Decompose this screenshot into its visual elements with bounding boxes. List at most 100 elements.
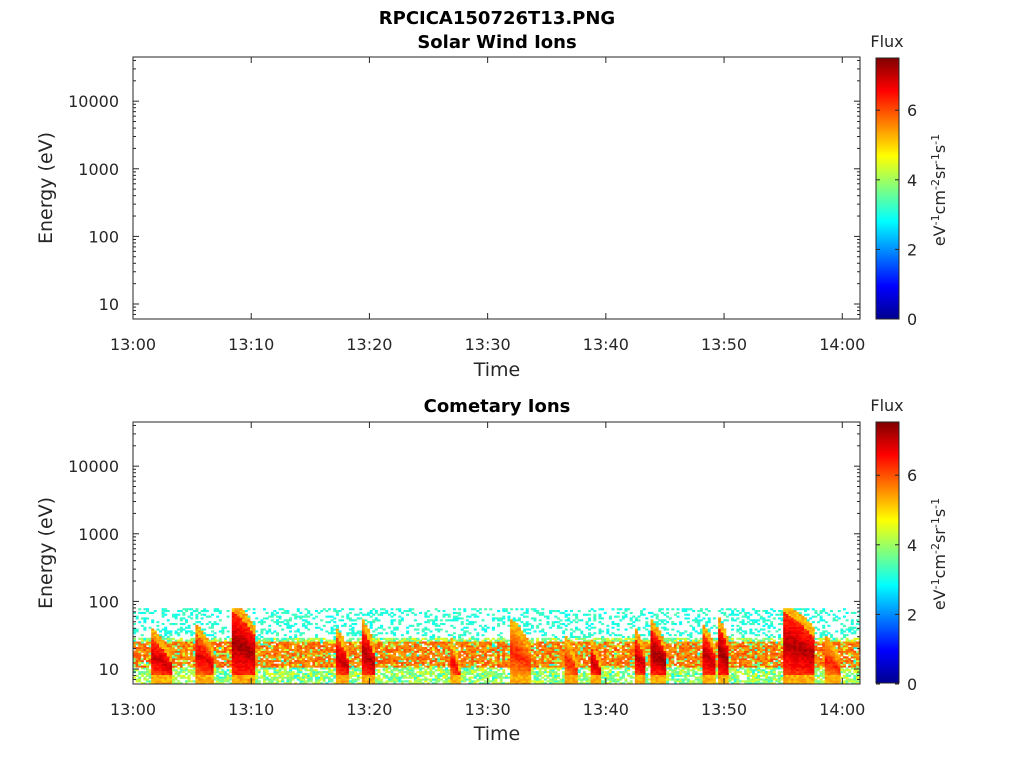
spectrogram-cell [419,656,423,659]
spectrogram-cell [590,661,594,664]
spectrogram-cell [179,610,183,613]
spectrogram-cell [174,613,178,616]
spectrogram-cell [450,669,454,672]
spectrogram-cell [307,623,311,626]
spectrogram-cell [585,674,589,677]
spectrogram-cell [447,652,451,655]
spectrogram-cell [541,660,545,663]
spectrogram-cell [174,678,178,681]
spectrogram-cell [328,667,331,670]
spectrogram-cell [468,637,472,640]
spectrogram-cell [455,676,459,679]
spectrogram-cell [330,645,334,648]
spectrogram-cell [273,658,277,661]
spectrogram-cell [273,656,277,659]
spectrogram-cell [242,621,246,624]
spectrogram-cell [307,669,311,672]
spectrogram-cell [450,676,454,679]
spectrogram-cell [593,645,597,648]
spectrogram-cell [218,643,222,646]
spectrogram-cell [549,656,553,659]
spectrogram-cell [528,623,532,626]
spectrogram-cell [356,660,360,663]
spectrogram-cell [478,674,482,677]
spectrogram-cell [504,660,508,663]
spectrogram-cell [593,639,597,642]
spectrogram-cell [143,682,147,684]
spectrogram-cell [572,682,576,684]
spectrogram-cell [385,647,389,650]
spectrogram-cell [523,654,527,657]
spectrogram-cell [468,645,472,648]
spectrogram-cell [354,656,358,659]
spectrogram-cell [146,650,149,653]
spectrogram-cell [299,656,303,659]
spectrogram-cell [507,645,511,648]
spectrogram-cell [463,626,467,629]
spectrogram-cell [369,656,373,659]
spectrogram-cell [523,661,527,664]
spectrogram-cell [221,669,225,672]
spectrogram-cell [419,641,423,644]
spectrogram-cell [585,663,589,666]
spectrogram-cell [458,645,462,648]
spectrogram-cell [447,648,451,651]
spectrogram-cell [231,648,235,651]
spectrogram-cell [520,678,524,681]
spectrogram-cell [159,676,162,679]
spectrogram-cell [203,639,207,642]
spectrogram-cell [244,656,248,659]
spectrogram-cell [549,610,553,613]
spectrogram-cell [369,669,373,672]
spectrogram-cell [304,621,308,624]
spectrogram-cell [556,672,560,675]
spectrogram-cell [390,632,394,635]
spectrogram-cell [359,632,363,635]
spectrogram-cell [385,652,389,655]
spectrogram-cell [546,652,550,655]
spectrogram-cell [338,637,342,640]
spectrogram-cell [398,676,402,679]
spectrogram-cell [458,661,462,664]
spectrogram-cell [588,676,592,679]
spectrogram-cell [312,661,316,664]
spectrogram-cell [247,674,251,677]
spectrogram-cell [242,658,246,661]
spectrogram-cell [213,676,217,679]
spectrogram-cell [161,658,165,661]
spectrogram-cell [564,613,568,616]
spectrogram-cell [471,621,475,624]
spectrogram-cell [348,624,352,627]
spectrogram-cell [211,660,214,663]
spectrogram-cell [525,639,529,642]
spectrogram-cell [213,652,217,655]
spectrogram-cell [281,654,285,657]
spectrogram-cell [198,643,201,646]
spectrogram-cell [452,650,456,653]
spectrogram-cell [328,647,331,650]
spectrogram-cell [200,623,204,626]
spectrogram-cell [200,641,204,644]
spectrogram-cell [346,665,350,668]
spectrogram-cell [325,671,329,674]
spectrogram-cell [244,663,248,666]
spectrogram-cell [226,610,230,613]
spectrogram-cell [497,648,501,651]
spectrogram-cell [387,626,391,629]
spectrogram-cell [169,654,173,657]
spectrogram-cell [328,658,331,661]
spectrogram-cell [237,619,240,622]
spectrogram-cell [432,660,436,663]
spectrogram-cell [296,650,300,653]
spectrogram-cell [569,665,573,668]
spectrogram-cell [226,661,230,664]
spectrogram-cell [473,645,477,648]
spectrogram-cell [153,652,157,655]
spectrogram-cell [153,682,157,684]
spectrogram-cell [244,634,248,637]
spectrogram-cell [185,632,188,635]
spectrogram-cell [265,682,269,684]
spectrogram-cell [164,630,168,633]
spectrogram-cell [343,682,347,684]
spectrogram-cell [463,608,467,611]
